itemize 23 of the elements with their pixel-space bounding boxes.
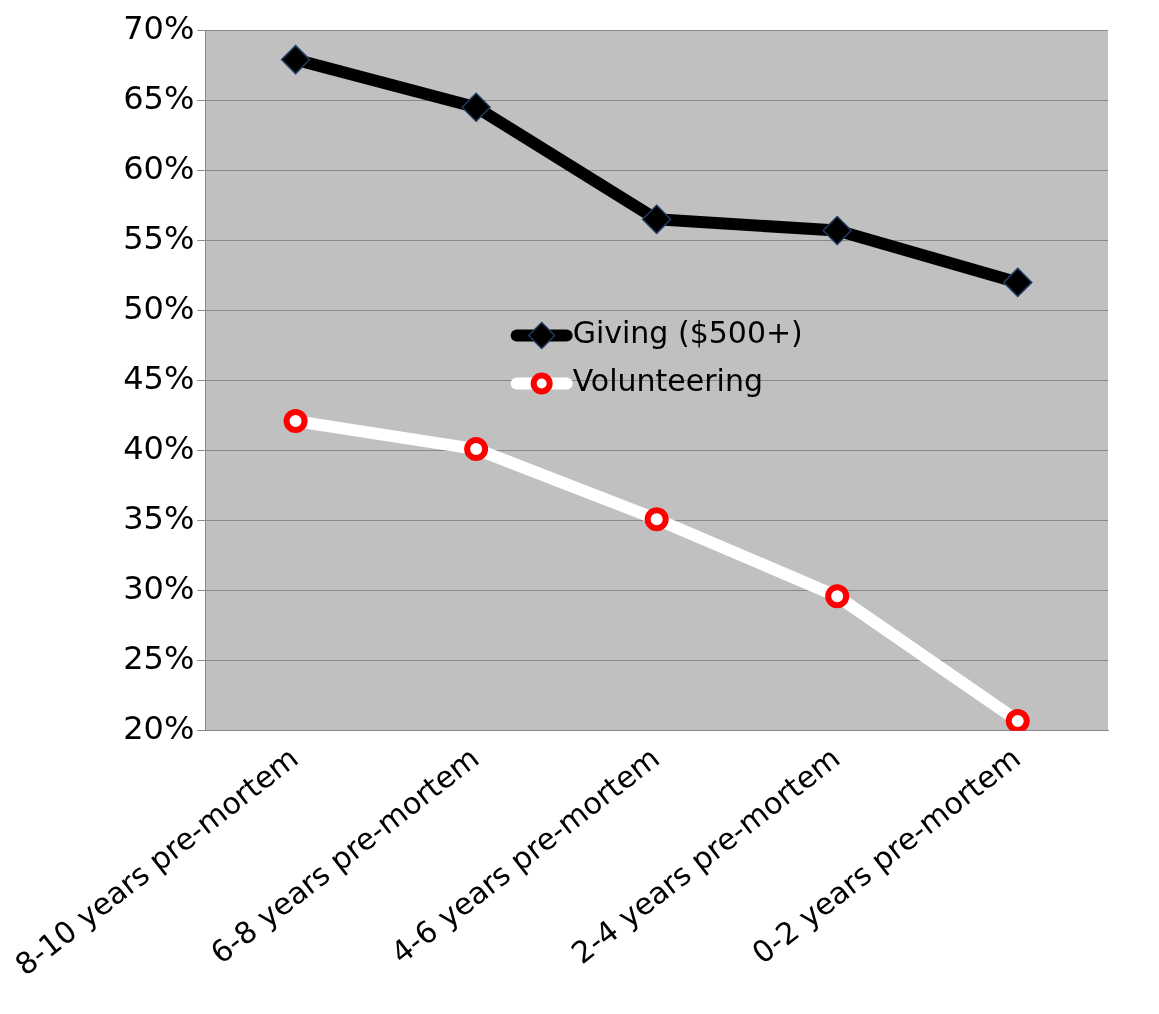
- y-tick-label: 70%: [123, 8, 195, 47]
- point: [644, 507, 669, 532]
- point: [1005, 708, 1030, 731]
- point: [280, 44, 311, 75]
- y-tick-label: 20%: [123, 709, 195, 748]
- legend-label: Giving ($500+): [572, 315, 803, 351]
- legend-label: Volunteering: [572, 363, 763, 399]
- y-tick-label: 40%: [123, 428, 195, 467]
- point: [283, 409, 308, 434]
- y-tick-label: 35%: [123, 498, 195, 537]
- y-tick-label: 45%: [123, 358, 195, 397]
- point: [1002, 267, 1033, 298]
- point: [825, 584, 850, 609]
- y-tick-label: 30%: [123, 568, 195, 607]
- y-tick-label: 50%: [123, 288, 195, 327]
- y-tick-label: 25%: [123, 638, 195, 677]
- y-tick-label: 65%: [123, 78, 195, 117]
- point: [461, 92, 491, 123]
- y-tick-label: 55%: [123, 218, 195, 257]
- point: [641, 204, 672, 235]
- point: [822, 215, 852, 246]
- point: [464, 437, 489, 462]
- y-tick-label: 60%: [123, 148, 195, 187]
